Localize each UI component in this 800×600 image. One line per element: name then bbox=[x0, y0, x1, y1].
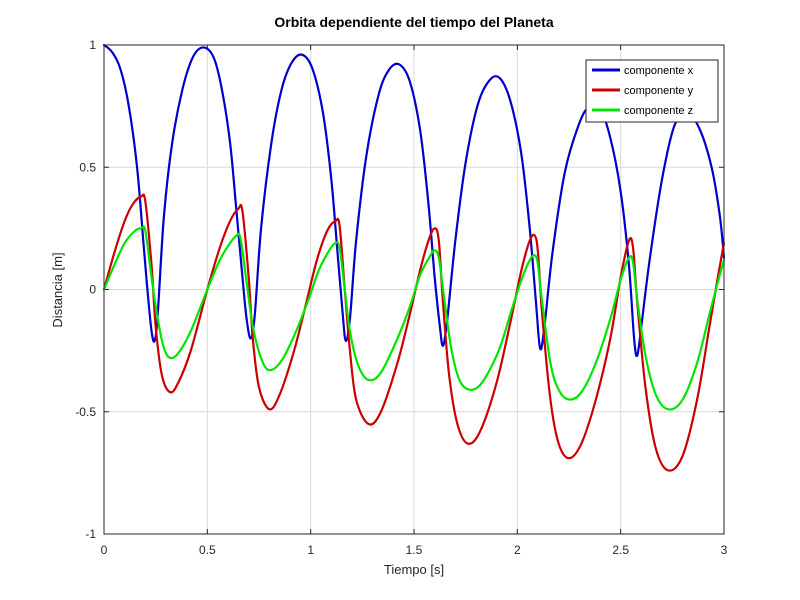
y-axis-label: Distancia [m] bbox=[50, 252, 65, 327]
x-tick-label: 2.5 bbox=[612, 543, 629, 557]
y-tick-label: -1 bbox=[85, 527, 96, 541]
legend: componente x componente y componente z bbox=[585, 59, 719, 123]
x-tick-label: 1 bbox=[307, 543, 314, 557]
x-tick-label: 1.5 bbox=[406, 543, 423, 557]
series-layer bbox=[104, 45, 724, 471]
series-line-z bbox=[104, 226, 724, 409]
legend-label-x: componente x bbox=[624, 65, 694, 77]
y-tick-label: 0.5 bbox=[79, 160, 96, 174]
plot-frame bbox=[103, 44, 725, 535]
y-tick-label: -0.5 bbox=[75, 405, 96, 419]
legend-label-y: componente y bbox=[624, 85, 694, 97]
x-axis-label: Tiempo [s] bbox=[384, 562, 444, 577]
ticks: 0 0.5 1 1.5 2 2.5 3 -1 -0.5 0 0.5 1 bbox=[75, 38, 727, 557]
x-tick-label: 0 bbox=[101, 543, 108, 557]
chart-title: Orbita dependiente del tiempo del Planet… bbox=[274, 14, 553, 30]
x-tick-label: 3 bbox=[721, 543, 728, 557]
x-tick-label: 2 bbox=[514, 543, 521, 557]
series-line-x bbox=[104, 45, 724, 356]
x-tick-label: 0.5 bbox=[199, 543, 216, 557]
y-tick-label: 1 bbox=[89, 38, 96, 52]
legend-label-z: componente z bbox=[624, 105, 693, 117]
y-tick-label: 0 bbox=[89, 283, 96, 297]
